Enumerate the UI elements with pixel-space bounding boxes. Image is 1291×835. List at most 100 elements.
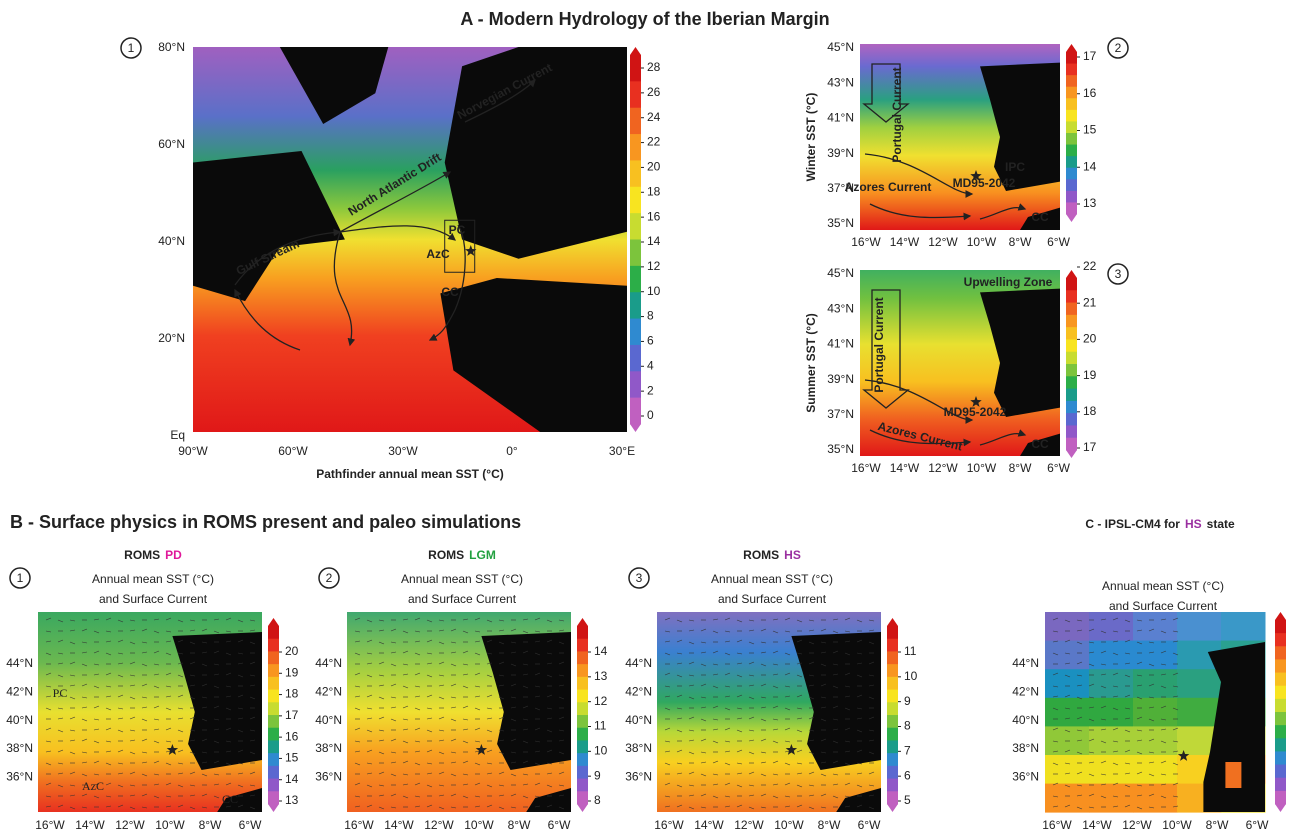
current-vector <box>1088 761 1095 764</box>
tick-label: 10°W <box>774 818 804 832</box>
current-arrow <box>864 153 974 198</box>
tick-label: 10°W <box>967 461 997 475</box>
current-vector <box>1136 729 1143 732</box>
current-vector <box>1100 740 1107 744</box>
current-vector <box>81 683 88 687</box>
map-subtitle: Annual mean SST (°C) <box>401 572 523 586</box>
current-arrow <box>428 224 466 341</box>
current-vector <box>510 718 517 722</box>
current-vector <box>366 749 373 753</box>
land <box>836 788 881 812</box>
current-vector <box>546 694 553 698</box>
current-vector <box>510 793 517 797</box>
current-vector <box>510 706 517 709</box>
current-vector <box>844 617 851 621</box>
current-vector <box>474 695 481 698</box>
current-vector <box>1124 707 1131 710</box>
current-vector <box>808 739 815 742</box>
current-vector <box>784 795 791 798</box>
model-cell <box>1089 640 1134 670</box>
current-vector <box>81 793 88 797</box>
current-vector <box>414 727 421 731</box>
current-vector <box>69 739 76 742</box>
model-cell <box>1133 755 1178 784</box>
current-vector <box>808 684 815 687</box>
current-vector <box>225 727 232 731</box>
current-vector <box>57 652 64 655</box>
current-vector <box>201 628 208 632</box>
current-vector <box>498 771 505 775</box>
current-vector <box>177 749 184 753</box>
colorbar-band <box>1066 52 1077 65</box>
current-vector <box>700 761 707 764</box>
current-vector <box>796 674 803 678</box>
current-vector <box>522 685 529 689</box>
colorbar-band <box>577 702 588 716</box>
current-vector <box>462 685 469 689</box>
colorbar-band <box>887 791 898 805</box>
current-vector <box>165 727 172 731</box>
current-vector <box>390 738 397 742</box>
tick-label: 16°W <box>654 818 684 832</box>
current-vector <box>1088 738 1095 742</box>
current-vector <box>189 794 196 797</box>
colorbar-band <box>887 778 898 792</box>
current-vector <box>189 751 196 755</box>
colorbar-band <box>268 702 279 716</box>
current-vector <box>69 806 76 810</box>
current-vector <box>1148 806 1155 809</box>
current-vector <box>856 729 863 733</box>
core-site <box>465 245 477 256</box>
current-vector <box>712 685 719 689</box>
current-vector <box>1148 683 1155 687</box>
current-arrow <box>864 379 974 424</box>
current-vector <box>450 761 457 764</box>
colorbar-label: 10 <box>647 284 661 298</box>
current-vector <box>724 750 731 753</box>
current-vector <box>808 661 815 665</box>
current-vector <box>69 771 76 775</box>
current-label: CC <box>441 285 459 299</box>
current-vector <box>129 716 136 720</box>
current-vector <box>177 804 184 808</box>
current-vector <box>153 795 160 799</box>
current-vector <box>177 772 184 775</box>
current-label: Portugal Current <box>872 297 886 392</box>
current-vector <box>832 630 839 634</box>
current-vector <box>426 804 433 808</box>
current-vector <box>69 784 76 787</box>
current-vector <box>844 707 851 711</box>
colorbar-band <box>887 676 898 691</box>
current-arrow <box>234 288 301 351</box>
current-vector <box>498 674 505 677</box>
tick-label: 40°N <box>6 713 33 727</box>
current-vector <box>474 727 481 731</box>
current-vector <box>486 749 493 753</box>
current-vector <box>558 739 565 742</box>
current-vector <box>189 696 196 700</box>
current-vector <box>189 684 196 687</box>
tick-label: 60°N <box>158 137 185 151</box>
current-vector <box>153 663 160 666</box>
current-vector <box>1076 771 1083 775</box>
current-vector <box>45 617 52 621</box>
current-vector <box>820 641 827 644</box>
current-vector <box>1172 762 1179 766</box>
colorbar-band <box>268 715 279 729</box>
tick-label: 16°W <box>344 818 374 832</box>
tick-label: 40°N <box>158 234 185 248</box>
current-vector <box>153 740 160 744</box>
colorbar-label: 19 <box>1083 368 1097 382</box>
colorbar-band <box>1275 672 1286 687</box>
current-vector <box>712 760 719 764</box>
current-vector <box>237 804 244 808</box>
colorbar-label: 24 <box>647 110 661 124</box>
current-vector <box>462 650 469 654</box>
current-vector <box>378 794 385 797</box>
current-vector <box>1160 740 1167 744</box>
colorbar-band <box>887 702 898 716</box>
current-vector <box>450 663 457 667</box>
current-vector <box>748 751 755 755</box>
current-vector <box>354 727 361 731</box>
current-vector <box>450 793 457 797</box>
